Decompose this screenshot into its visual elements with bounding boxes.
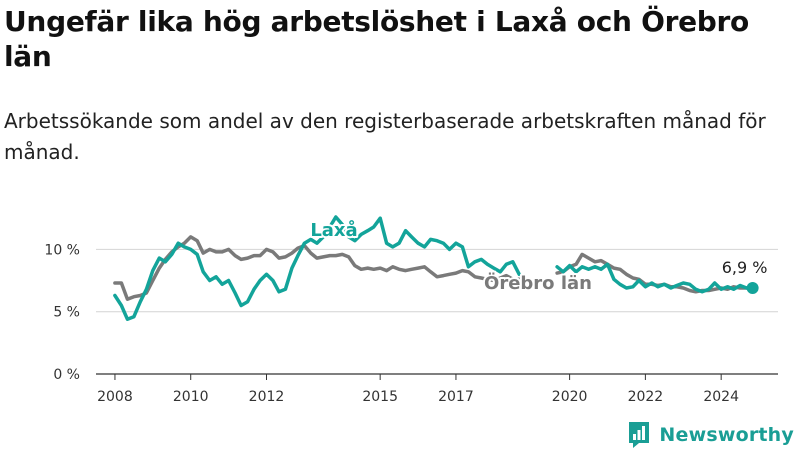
series-label-orebro: Örebro län: [484, 272, 592, 294]
last-value-dot: [746, 282, 759, 295]
x-tick-label: 2022: [628, 389, 664, 405]
brand-name: Newsworthy: [659, 424, 794, 446]
x-tick-label: 2020: [552, 389, 588, 405]
newsworthy-brand: Newsworthy: [627, 420, 794, 450]
series-line-laxa: [113, 215, 521, 321]
series-line-laxa: [555, 262, 755, 294]
bar-chart-logo-icon: [629, 422, 650, 448]
series-layer: [113, 215, 755, 321]
series-label-laxa: Laxå: [310, 219, 357, 241]
last-value-label: 6,9 %: [722, 258, 768, 277]
label-layer: Laxå Örebro län 6,9 %: [308, 217, 769, 296]
y-tick-label: 10 %: [44, 242, 80, 258]
x-tick-label: 2024: [703, 389, 739, 405]
y-tick-label: 0 %: [53, 367, 80, 383]
x-tick-label: 2010: [173, 389, 209, 405]
x-tick-label: 2017: [438, 389, 474, 405]
x-tick-label: 2008: [97, 389, 133, 405]
x-tick-label: 2015: [362, 389, 398, 405]
line-chart: 0 % 5 % 10 % 2008 2010 2012 2015 2017 2020 2022 20…: [44, 215, 778, 405]
x-tick-label: 2012: [249, 389, 285, 405]
chart-title: Ungefär lika hög arbetslöshet i Laxå och…: [4, 5, 749, 73]
axis-layer: 0 % 5 % 10 % 2008 2010 2012 2015 2017 2020 2022 20…: [44, 242, 778, 405]
y-tick-label: 5 %: [53, 305, 80, 321]
chart-subtitle: Arbetssökande som andel av den registerb…: [4, 109, 766, 164]
